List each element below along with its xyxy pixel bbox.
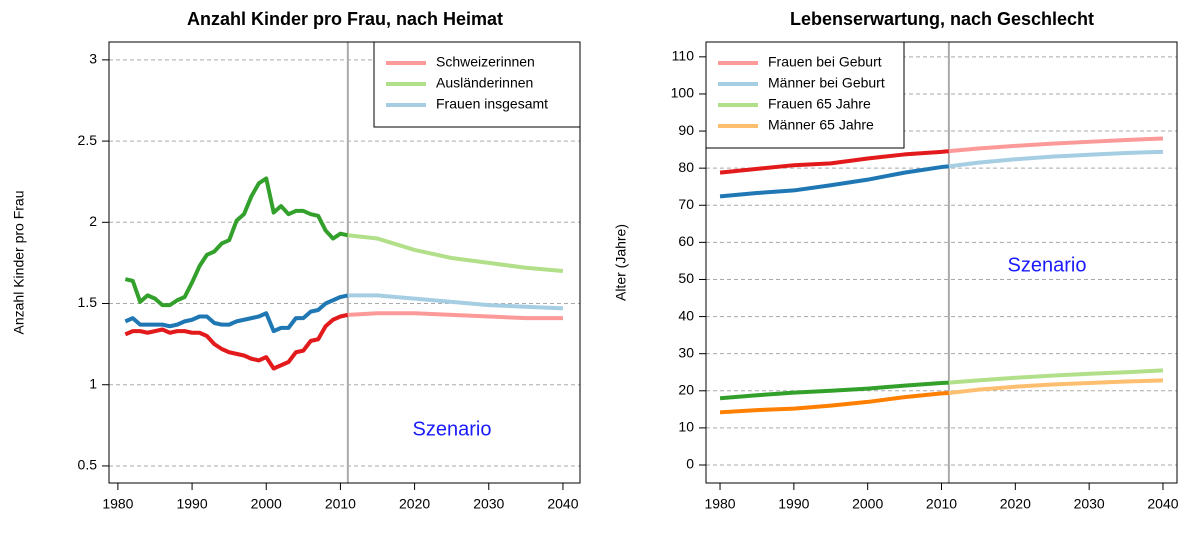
chart-title: Lebenserwartung, nach Geschlecht <box>790 9 1094 29</box>
legend-label: Frauen bei Geburt <box>768 54 882 70</box>
line-history <box>719 380 949 401</box>
line-history <box>719 164 950 199</box>
y-tick-label: 2.5 <box>78 132 98 148</box>
x-tick-label: 2030 <box>473 496 504 512</box>
y-tick-label: 2 <box>89 213 97 229</box>
x-tick-label: 2030 <box>1074 496 1105 512</box>
x-tick-label: 2000 <box>251 496 282 512</box>
annotation: Szenario <box>1008 254 1087 276</box>
legend-label: Ausländerinnen <box>436 75 533 91</box>
x-tick-label: 1990 <box>778 496 809 512</box>
x-tick-label: 1980 <box>102 496 133 512</box>
x-tick-label: 2020 <box>1000 496 1031 512</box>
x-tick-label: 2000 <box>852 496 883 512</box>
x-tick-label: 2010 <box>926 496 957 512</box>
x-tick-label: 2040 <box>547 496 578 512</box>
y-tick-label: 110 <box>672 48 695 64</box>
x-tick-label: 2010 <box>325 496 356 512</box>
y-tick-label: 0 <box>686 456 694 472</box>
y-tick-label: 70 <box>678 196 694 212</box>
x-tick-label: 1990 <box>176 496 207 512</box>
legend-label: Frauen 65 Jahre <box>768 96 871 112</box>
line-scenario <box>347 311 563 321</box>
x-tick-label: 2040 <box>1147 496 1178 512</box>
y-tick-label: 100 <box>671 85 695 101</box>
plot-frame <box>108 41 581 484</box>
legend-label: Männer 65 Jahre <box>768 117 874 133</box>
plot-frame <box>705 41 1178 484</box>
line-scenario <box>948 149 1164 169</box>
legend-label: Männer bei Geburt <box>768 75 885 91</box>
legend-box <box>705 41 905 149</box>
line-scenario <box>347 293 564 311</box>
y-tick-label: 90 <box>678 122 694 138</box>
chart-title: Anzahl Kinder pro Frau, nach Heimat <box>187 9 503 29</box>
x-tick-label: 1980 <box>704 496 735 512</box>
line-history <box>124 293 349 334</box>
y-tick-label: 0.5 <box>78 457 98 473</box>
x-tick-label: 2020 <box>399 496 430 512</box>
y-tick-label: 60 <box>678 233 694 249</box>
legend-label: Frauen insgesamt <box>436 96 548 112</box>
y-tick-label: 40 <box>678 307 694 323</box>
y-tick-label: 1 <box>89 375 97 391</box>
y-axis-label: Anzahl Kinder pro Frau <box>11 191 27 335</box>
line-history <box>124 312 349 371</box>
line-scenario <box>948 368 1164 385</box>
y-axis-label: Alter (Jahre) <box>613 224 629 301</box>
line-scenario <box>347 233 564 274</box>
y-tick-label: 80 <box>678 159 694 175</box>
y-tick-label: 10 <box>678 419 694 435</box>
y-tick-label: 30 <box>678 344 694 360</box>
line-history <box>719 391 949 415</box>
y-tick-label: 50 <box>678 270 694 286</box>
line-history <box>124 176 349 308</box>
line-history <box>719 149 950 175</box>
line-scenario <box>948 136 1164 154</box>
y-tick-label: 3 <box>89 51 97 67</box>
y-tick-label: 20 <box>678 381 694 397</box>
annotation: Szenario <box>413 418 492 440</box>
y-tick-label: 1.5 <box>78 294 98 310</box>
line-scenario <box>948 378 1164 396</box>
legend-label: Schweizerinnen <box>436 54 535 70</box>
